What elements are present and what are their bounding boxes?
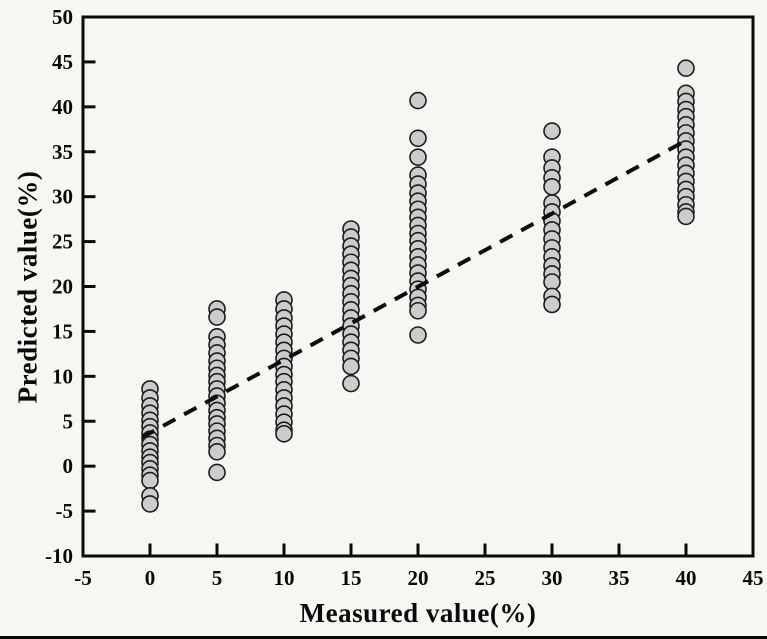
x-tick-label: 40 [676, 566, 697, 590]
x-tick-label: 10 [274, 566, 295, 590]
y-tick-label: 35 [52, 140, 73, 164]
data-point [677, 207, 695, 226]
fit-line [141, 136, 691, 440]
data-point [409, 129, 427, 148]
data-point [409, 301, 427, 320]
data-point [141, 471, 159, 490]
data-point [208, 442, 226, 461]
data-point [409, 326, 427, 344]
data-point [543, 122, 561, 140]
y-tick-label: 40 [52, 95, 73, 119]
data-point [409, 91, 427, 110]
x-tick-label: 35 [609, 566, 630, 590]
y-tick-label: 15 [52, 319, 73, 343]
y-tick-label: 20 [52, 275, 73, 299]
figure-bottom-border [0, 636, 767, 639]
y-axis-title: Predicted value(%) [12, 170, 43, 404]
y-tick-label: 25 [52, 230, 73, 254]
y-tick-label: 10 [52, 364, 73, 388]
y-tick-label: -5 [56, 499, 74, 523]
data-point [141, 495, 159, 513]
x-tick-label: 45 [743, 566, 764, 590]
x-tick-label: 20 [408, 566, 429, 590]
data-point [275, 425, 293, 443]
data-point [677, 59, 695, 78]
x-tick-label: -5 [74, 566, 92, 590]
x-axis-title: Measured value(%) [299, 598, 537, 628]
y-tick-label: 0 [63, 454, 74, 478]
x-tick-label: 25 [475, 566, 496, 590]
y-tick-label: 50 [52, 5, 73, 29]
y-tick-label: 45 [52, 50, 73, 74]
x-tick-label: 5 [212, 566, 223, 590]
data-point [342, 357, 360, 376]
y-tick-label: -10 [45, 544, 73, 568]
data-point [208, 463, 226, 482]
x-tick-label: 0 [145, 566, 156, 590]
data-point [543, 177, 561, 196]
plot-box [81, 15, 755, 558]
data-point [342, 374, 360, 393]
y-tick-label: 5 [63, 409, 74, 433]
y-tick-label: 30 [52, 185, 73, 209]
data-point [409, 148, 427, 166]
data-point [543, 295, 561, 314]
data-point [208, 308, 226, 326]
x-tick-label: 15 [341, 566, 362, 590]
x-tick-label: 30 [542, 566, 563, 590]
